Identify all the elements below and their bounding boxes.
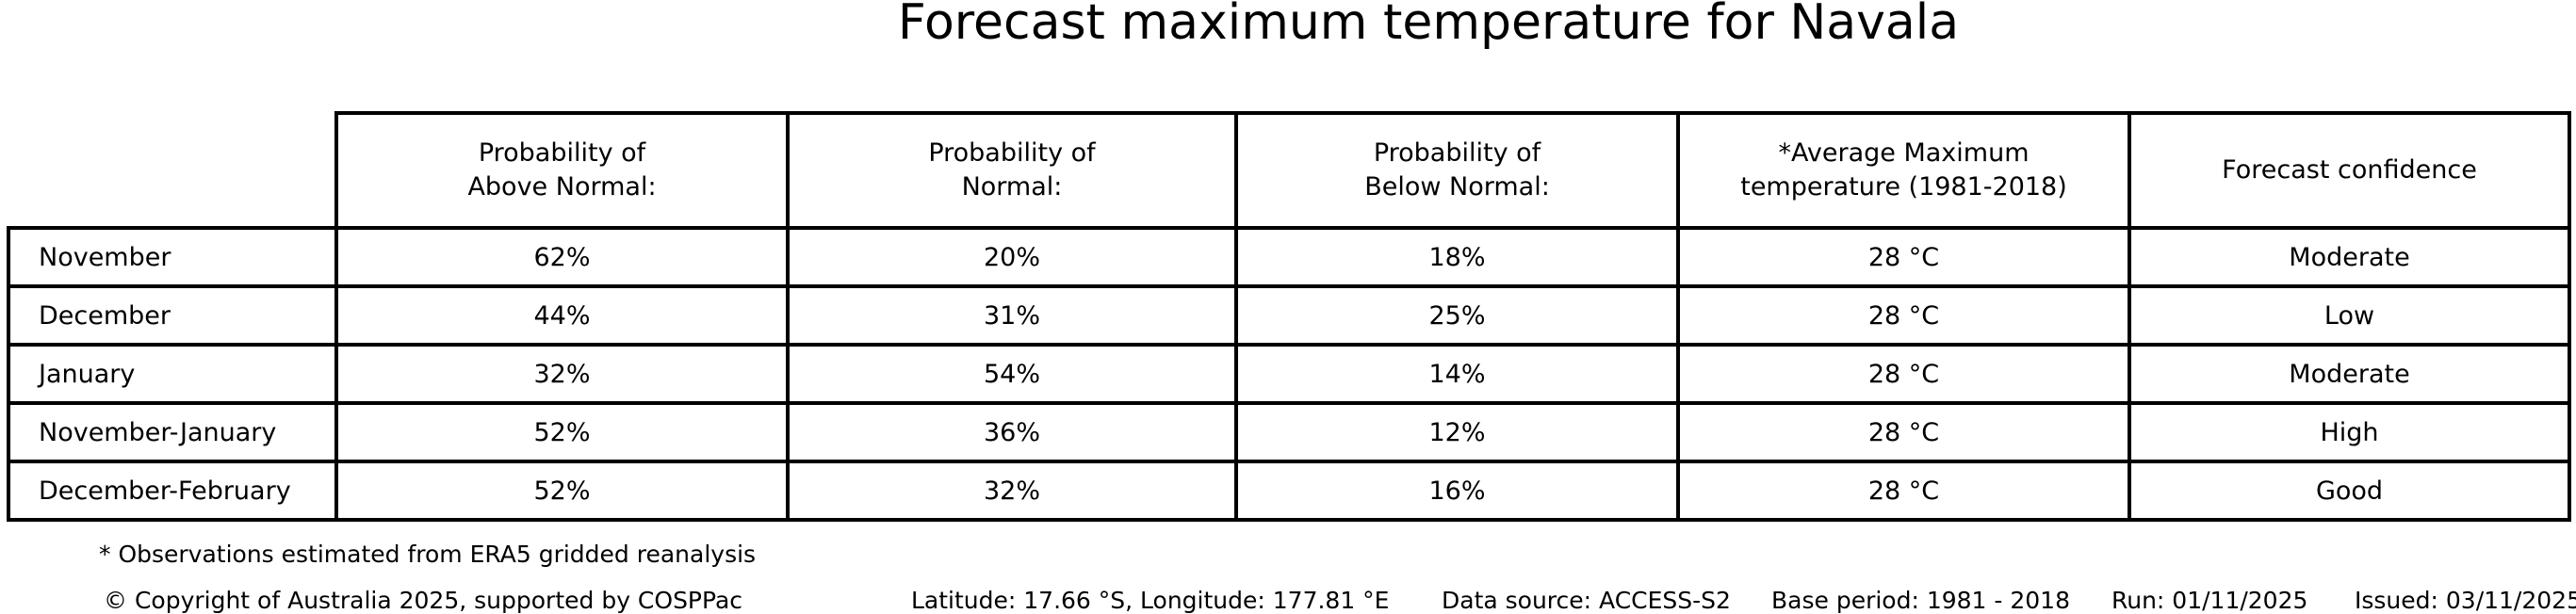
normal-cell: 20% (786, 226, 1238, 288)
header-avg-max-temp: *Average Maximum temperature (1981-2018) (1676, 111, 2131, 230)
normal-cell: 36% (786, 401, 1238, 463)
below-normal-cell: 25% (1234, 284, 1680, 347)
header-below-normal-line2: Below Normal: (1364, 172, 1550, 202)
above-normal-cell: 52% (334, 460, 790, 522)
above-normal-cell: 52% (334, 401, 790, 463)
run-date-text: Run: 01/11/2025 (2111, 587, 2308, 614)
period-cell: December-February (7, 460, 338, 522)
header-normal: Probability of Normal: (786, 111, 1238, 230)
header-avg-max-temp-line1: *Average Maximum (1778, 138, 2030, 168)
table-row-december: December 44% 31% 25% 28 °C Low (7, 284, 2571, 347)
avg-max-temp-cell: 28 °C (1676, 401, 2131, 463)
normal-cell: 54% (786, 343, 1238, 405)
above-normal-cell: 32% (334, 343, 790, 405)
table-row-january: January 32% 54% 14% 28 °C Moderate (7, 343, 2571, 405)
below-normal-cell: 18% (1234, 226, 1680, 288)
observations-footnote: * Observations estimated from ERA5 gridd… (99, 541, 757, 568)
header-avg-max-temp-line2: temperature (1981-2018) (1740, 172, 2067, 202)
header-above-normal: Probability of Above Normal: (334, 111, 790, 230)
avg-max-temp-cell: 28 °C (1676, 226, 2131, 288)
avg-max-temp-cell: 28 °C (1676, 284, 2131, 347)
data-source-text: Data source: ACCESS-S2 (1442, 587, 1731, 614)
period-cell: November-January (7, 401, 338, 463)
header-forecast-confidence: Forecast confidence (2128, 111, 2571, 230)
figure-title: Forecast maximum temperature for Navala (897, 0, 1960, 51)
period-cell: January (7, 343, 338, 405)
below-normal-cell: 14% (1234, 343, 1680, 405)
lat-lon-text: Latitude: 17.66 °S, Longitude: 177.81 °E (911, 587, 1390, 614)
normal-cell: 32% (786, 460, 1238, 522)
avg-max-temp-cell: 28 °C (1676, 460, 2131, 522)
confidence-cell: Low (2128, 284, 2571, 347)
table-row-november: November 62% 20% 18% 28 °C Moderate (7, 226, 2571, 288)
period-cell: November (7, 226, 338, 288)
header-below-normal: Probability of Below Normal: (1234, 111, 1680, 230)
confidence-cell: Good (2128, 460, 2571, 522)
period-cell: December (7, 284, 338, 347)
header-above-normal-line2: Above Normal: (467, 172, 657, 202)
forecast-table: Probability of Above Normal: Probability… (7, 111, 2571, 522)
header-row: Probability of Above Normal: Probability… (8, 111, 2571, 230)
header-below-normal-line1: Probability of (1373, 138, 1541, 168)
header-normal-line1: Probability of (928, 138, 1096, 168)
issued-date-text: Issued: 03/11/2025 (2355, 587, 2576, 614)
base-period-text: Base period: 1981 - 2018 (1771, 587, 2070, 614)
confidence-cell: Moderate (2128, 226, 2571, 288)
above-normal-cell: 62% (334, 226, 790, 288)
header-forecast-confidence-line1: Forecast confidence (2222, 155, 2477, 185)
header-above-normal-line1: Probability of (478, 138, 646, 168)
table-row-november-january: November-January 52% 36% 12% 28 °C High (7, 401, 2571, 463)
normal-cell: 31% (786, 284, 1238, 347)
above-normal-cell: 44% (334, 284, 790, 347)
header-normal-line2: Normal: (961, 172, 1063, 202)
avg-max-temp-cell: 28 °C (1676, 343, 2131, 405)
confidence-cell: High (2128, 401, 2571, 463)
below-normal-cell: 12% (1234, 401, 1680, 463)
below-normal-cell: 16% (1234, 460, 1680, 522)
copyright-text: © Copyright of Australia 2025, supported… (104, 587, 743, 614)
header-corner-blank (8, 113, 336, 228)
table-row-december-february: December-February 52% 32% 16% 28 °C Good (7, 460, 2571, 522)
confidence-cell: Moderate (2128, 343, 2571, 405)
